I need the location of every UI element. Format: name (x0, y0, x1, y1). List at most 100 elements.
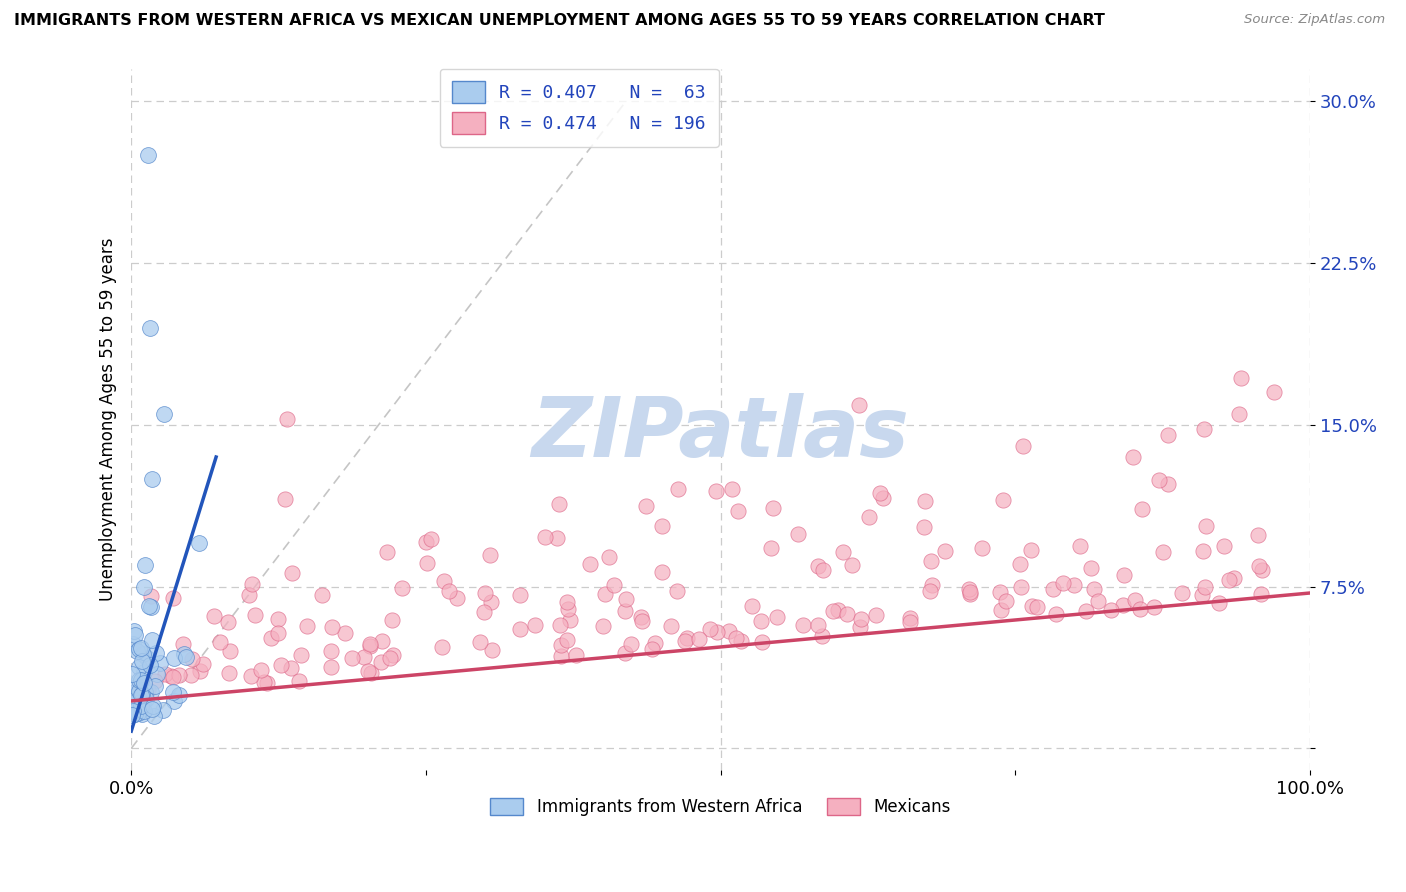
Point (128, 642, 150, 657)
Point (912, 519, 935, 533)
Point (548, 618, 571, 632)
Point (340, 650, 363, 665)
Point (174, 649, 197, 664)
Point (141, 702, 163, 716)
Point (666, 583, 689, 598)
Point (1080, 560, 1102, 574)
Point (724, 631, 747, 645)
Point (509, 588, 531, 602)
Point (593, 586, 616, 600)
Point (706, 624, 728, 639)
Point (898, 611, 921, 625)
Point (141, 633, 163, 648)
Point (370, 634, 392, 648)
Point (356, 665, 378, 679)
Point (217, 615, 239, 629)
Point (281, 566, 304, 580)
Point (761, 541, 783, 556)
Point (934, 544, 956, 558)
Point (416, 556, 439, 570)
Point (139, 658, 162, 673)
Point (1143, 600, 1166, 615)
Point (128, 684, 150, 698)
Point (550, 648, 572, 663)
Point (613, 646, 636, 660)
Point (920, 583, 942, 598)
Point (160, 669, 183, 683)
Point (146, 667, 169, 681)
Point (122, 704, 145, 718)
Point (988, 585, 1011, 599)
Point (145, 647, 167, 661)
Point (181, 652, 204, 666)
Point (548, 497, 571, 511)
Point (1230, 371, 1253, 385)
Point (721, 482, 744, 496)
Point (256, 676, 278, 690)
Point (546, 531, 568, 545)
Point (375, 545, 398, 559)
Point (162, 591, 184, 605)
Point (1218, 574, 1240, 588)
Point (122, 624, 145, 639)
Point (1045, 607, 1067, 621)
Point (898, 615, 921, 629)
Point (811, 629, 834, 643)
Point (848, 398, 870, 412)
Point (243, 608, 266, 623)
Point (620, 637, 643, 651)
Point (509, 622, 531, 636)
Point (751, 634, 773, 648)
Point (481, 643, 503, 657)
Point (523, 618, 546, 632)
Point (478, 548, 501, 562)
Point (1251, 563, 1274, 577)
Point (360, 665, 382, 680)
Point (162, 685, 184, 699)
Point (218, 643, 240, 657)
Text: ZIPatlas: ZIPatlas (531, 392, 910, 474)
Point (132, 697, 155, 711)
Point (121, 667, 143, 681)
Point (751, 614, 773, 628)
Point (187, 536, 209, 550)
Point (139, 589, 162, 603)
Point (727, 504, 749, 518)
Point (1008, 557, 1031, 571)
Point (651, 566, 673, 580)
Point (1191, 588, 1213, 602)
Point (128, 683, 150, 698)
Point (353, 649, 375, 664)
Point (730, 634, 752, 648)
Point (141, 685, 163, 699)
Point (636, 499, 658, 513)
Point (1010, 580, 1032, 594)
Point (479, 595, 502, 609)
Point (129, 673, 152, 687)
Point (321, 660, 343, 674)
Point (370, 655, 392, 669)
Point (131, 707, 153, 722)
Point (295, 619, 318, 633)
Point (1074, 604, 1097, 618)
Point (131, 687, 153, 701)
Point (129, 698, 152, 713)
Point (267, 625, 290, 640)
Point (704, 483, 727, 498)
Point (391, 581, 413, 595)
Point (766, 610, 789, 624)
Point (290, 648, 312, 662)
Point (991, 492, 1014, 507)
Point (666, 483, 689, 497)
Point (631, 614, 654, 628)
Point (274, 492, 297, 507)
Point (644, 636, 666, 650)
Point (163, 650, 186, 665)
Point (153, 667, 176, 681)
Point (557, 601, 579, 615)
Point (1112, 568, 1135, 582)
Point (598, 550, 620, 565)
Point (762, 500, 785, 515)
Point (914, 493, 936, 508)
Point (959, 585, 981, 599)
